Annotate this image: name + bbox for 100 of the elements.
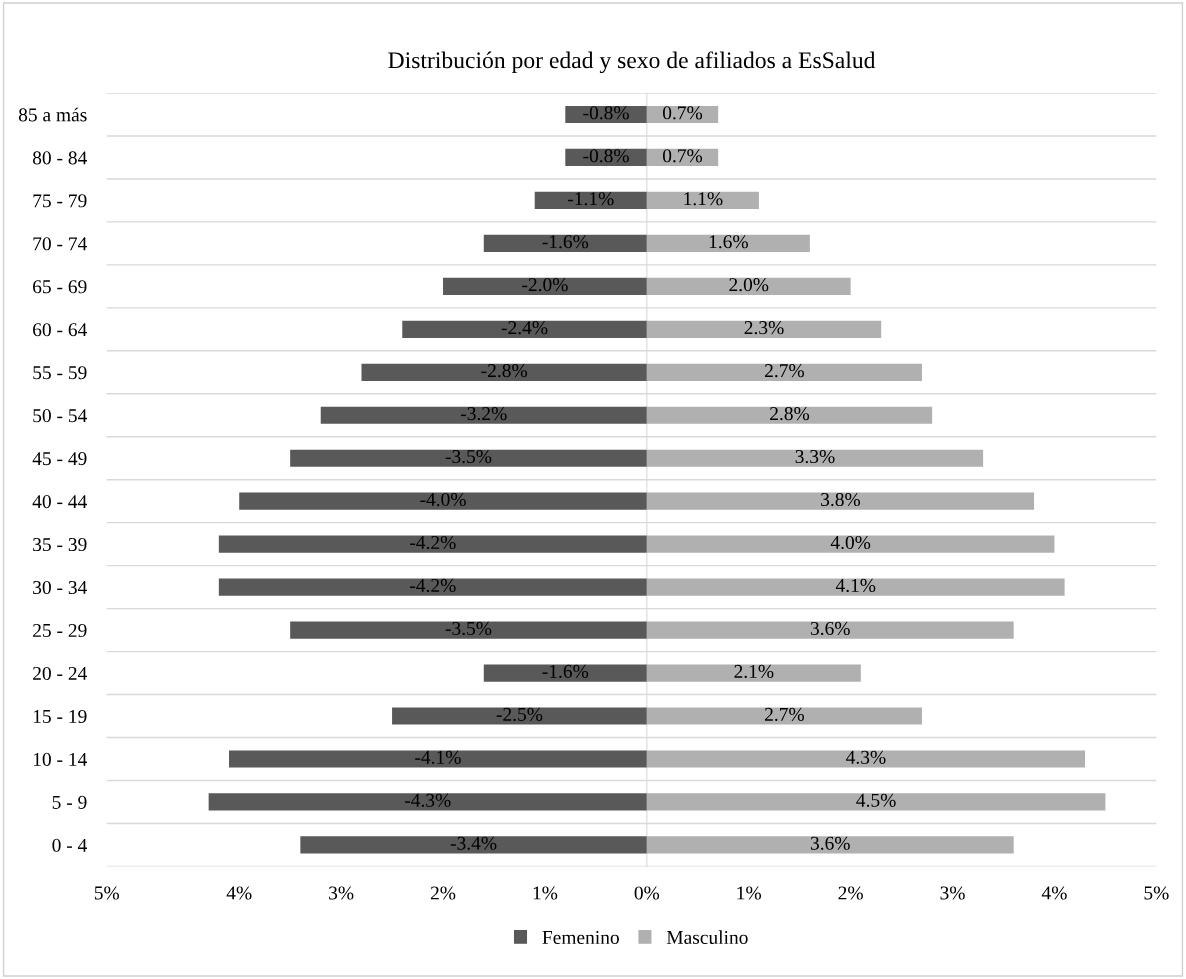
bar — [646, 535, 1055, 553]
y-tick-label: 25 - 29 — [33, 623, 87, 638]
data-label: 4.0% — [830, 535, 871, 550]
y-tick-label: 75 - 79 — [33, 194, 87, 208]
bar — [646, 191, 759, 210]
bar — [646, 406, 933, 424]
bar — [218, 535, 647, 553]
data-label: 4.3% — [846, 750, 886, 764]
data-label: -3.5% — [445, 449, 492, 464]
data-label: 2.7% — [765, 364, 804, 378]
data-label: -2.4% — [501, 321, 548, 335]
y-tick-label: 40 - 44 — [32, 495, 87, 509]
data-label: -4.2% — [410, 578, 456, 593]
x-tick-label: 2% — [430, 886, 456, 900]
bar — [646, 836, 1014, 854]
data-label: 3.8% — [821, 492, 861, 507]
y-tick-label: 5 - 9 — [52, 795, 87, 809]
bar — [402, 320, 647, 338]
bar — [646, 234, 810, 252]
data-label: -3.2% — [461, 407, 507, 421]
data-label: 2.8% — [770, 407, 810, 421]
data-label: -4.2% — [410, 535, 456, 550]
bar — [218, 578, 647, 596]
bar — [290, 621, 647, 639]
data-label: -2.5% — [496, 707, 543, 721]
data-label: -4.3% — [404, 793, 451, 807]
data-label: 2.3% — [744, 321, 784, 335]
y-tick-label: 15 - 19 — [33, 709, 87, 723]
y-tick-label: 80 - 84 — [32, 151, 87, 165]
legend-label: Masculino — [666, 930, 748, 944]
bar — [646, 621, 1014, 639]
bar — [646, 578, 1065, 596]
bar — [646, 492, 1035, 510]
bar — [208, 793, 647, 811]
chart-title: Distribución por edad y sexo de afiliados a EsSalud — [388, 51, 876, 74]
data-label: -3.4% — [450, 836, 497, 850]
data-label: -1.6% — [542, 235, 589, 249]
bar — [646, 363, 922, 381]
bar — [229, 750, 647, 768]
bar — [483, 234, 647, 252]
y-tick-label: 50 - 54 — [33, 409, 87, 423]
data-label: 1.6% — [709, 235, 748, 249]
data-label: 2.7% — [765, 707, 804, 721]
y-tick-label: 10 - 14 — [33, 752, 87, 766]
bar — [239, 492, 647, 510]
bar — [646, 750, 1086, 768]
x-tick-label: 1% — [533, 886, 558, 900]
bar — [646, 707, 922, 725]
x-tick-label: 1% — [737, 886, 762, 900]
data-label: 0.7% — [662, 149, 703, 163]
y-tick-label: 65 - 69 — [33, 280, 87, 294]
y-tick-label: 30 - 34 — [33, 580, 87, 595]
bar — [300, 836, 647, 854]
x-tick-label: 2% — [838, 886, 863, 900]
data-label: -1.1% — [568, 192, 614, 206]
x-tick-label: 5% — [94, 886, 120, 900]
x-tick-label: 0% — [634, 886, 660, 900]
data-label: 2.0% — [729, 278, 769, 292]
bar — [646, 277, 851, 295]
bar — [646, 449, 984, 467]
data-label: -4.1% — [415, 750, 461, 764]
bar — [646, 793, 1106, 811]
data-label: -2.0% — [522, 278, 568, 292]
bar — [443, 277, 647, 295]
x-tick-label: 3% — [329, 886, 354, 900]
y-tick-label: 60 - 64 — [33, 323, 87, 337]
x-tick-label: 3% — [940, 886, 965, 900]
x-tick-label: 5% — [1144, 886, 1169, 900]
y-tick-label: 35 - 39 — [33, 538, 87, 552]
data-label: 4.1% — [835, 578, 876, 593]
bar — [534, 191, 647, 210]
x-tick-label: 4% — [1041, 886, 1067, 900]
bar — [290, 449, 647, 467]
bar — [320, 406, 647, 424]
y-tick-label: 45 - 49 — [32, 452, 87, 466]
data-label: 3.3% — [795, 449, 835, 464]
bar — [361, 363, 647, 381]
bar — [392, 707, 647, 725]
y-tick-label: 70 - 74 — [33, 237, 87, 251]
bar — [483, 664, 647, 682]
data-label: -1.6% — [542, 664, 589, 679]
bar — [646, 664, 861, 682]
data-label: -2.8% — [481, 364, 527, 378]
y-tick-label: 20 - 24 — [33, 666, 87, 680]
data-label: 1.1% — [684, 192, 723, 206]
y-tick-label: 0 - 4 — [52, 838, 87, 852]
data-label: -4.0% — [420, 492, 466, 507]
data-label: 2.1% — [734, 664, 774, 679]
x-tick-label: 4% — [226, 886, 252, 900]
data-label: 0.7% — [662, 106, 703, 120]
data-label: -0.8% — [583, 149, 629, 163]
y-tick-label: 85 a más — [18, 107, 87, 122]
data-label: 3.6% — [810, 621, 850, 636]
data-label: 3.6% — [810, 836, 850, 850]
data-label: 4.5% — [856, 793, 896, 807]
legend-label: Femenino — [542, 930, 619, 944]
bar — [646, 320, 882, 338]
y-tick-label: 55 - 59 — [33, 366, 87, 380]
data-label: -0.8% — [583, 106, 629, 120]
data-label: -3.5% — [445, 621, 492, 636]
